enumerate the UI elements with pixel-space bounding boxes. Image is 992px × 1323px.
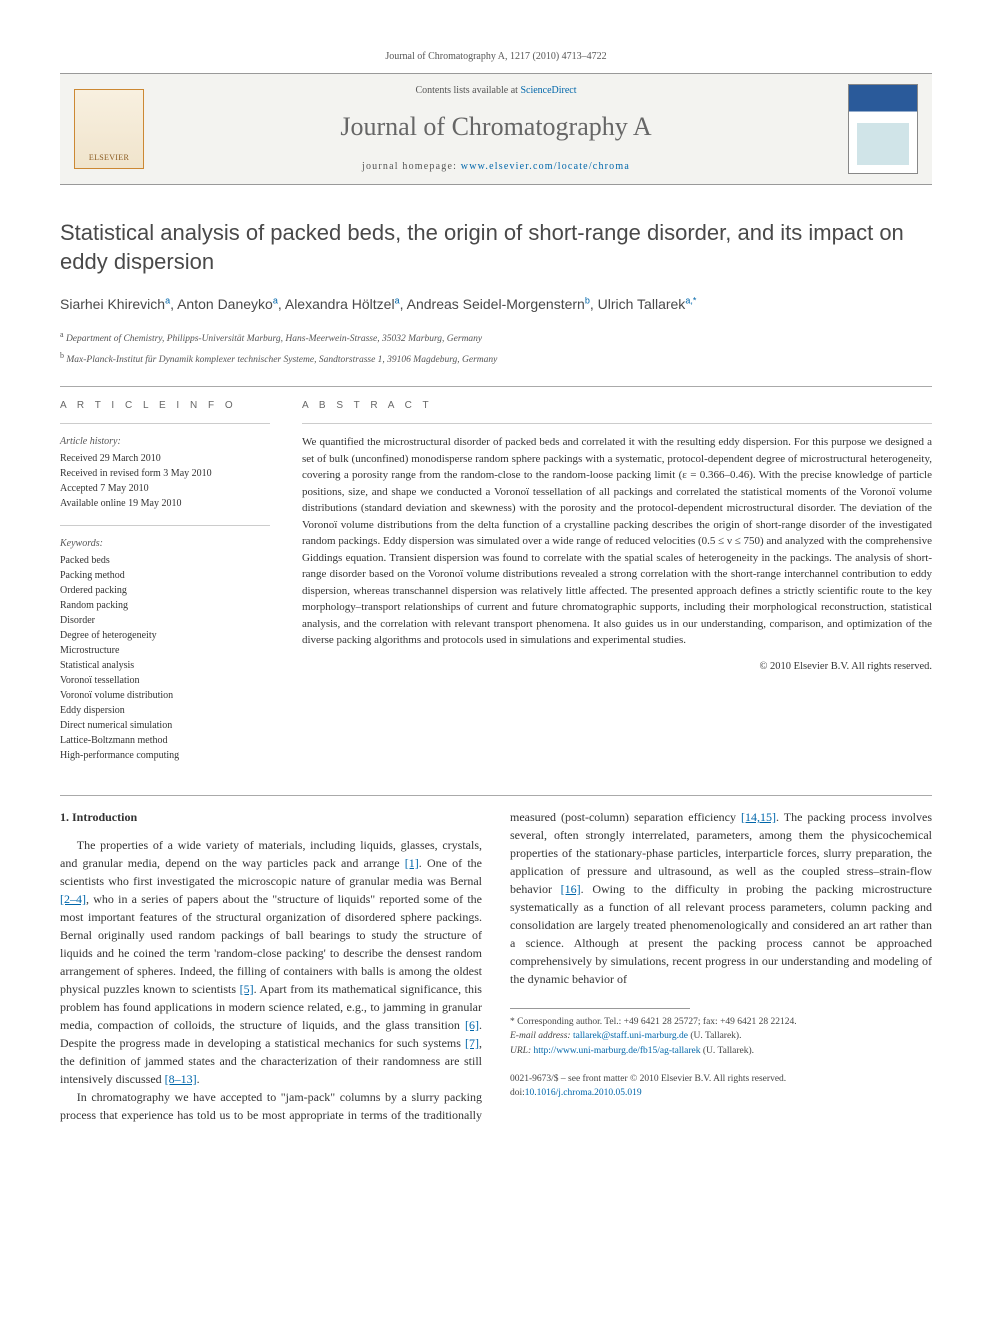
citation-link[interactable]: [8–13] (165, 1072, 197, 1086)
citation-link[interactable]: [16] (561, 882, 581, 896)
affiliation-link[interactable]: a (273, 296, 278, 306)
article-info-column: A R T I C L E I N F O Article history: R… (60, 399, 270, 778)
keyword: Ordered packing (60, 583, 270, 598)
sciencedirect-link[interactable]: ScienceDirect (520, 85, 576, 96)
footnote-separator (510, 1008, 690, 1009)
contents-available-line: Contents lists available at ScienceDirec… (158, 84, 834, 99)
citation-link[interactable]: [1] (405, 856, 419, 870)
affiliation-link[interactable]: a,* (685, 296, 696, 306)
article-history-block: Article history: Received 29 March 2010 … (60, 434, 270, 511)
keywords-label: Keywords: (60, 536, 270, 551)
section-heading: 1. Introduction (60, 808, 482, 826)
author-url-link[interactable]: http://www.uni-marburg.de/fb15/ag-tallar… (534, 1046, 701, 1056)
article-history-label: Article history: (60, 434, 270, 449)
keyword: Eddy dispersion (60, 703, 270, 718)
journal-homepage-link[interactable]: www.elsevier.com/locate/chroma (461, 161, 630, 172)
history-line: Accepted 7 May 2010 (60, 481, 270, 496)
keyword: Packed beds (60, 553, 270, 568)
article-info-heading: A R T I C L E I N F O (60, 399, 270, 414)
keyword: Statistical analysis (60, 658, 270, 673)
keywords-block: Keywords: Packed beds Packing method Ord… (60, 536, 270, 763)
author: Andreas Seidel-Morgensternb (407, 296, 590, 312)
abstract-text: We quantified the microstructural disord… (302, 434, 932, 649)
abstract-copyright: © 2010 Elsevier B.V. All rights reserved… (302, 659, 932, 674)
doi-link[interactable]: 10.1016/j.chroma.2010.05.019 (525, 1088, 642, 1098)
front-matter-meta: 0021-9673/$ – see front matter © 2010 El… (510, 1072, 932, 1101)
homepage-prefix: journal homepage: (362, 161, 461, 172)
keyword: Random packing (60, 598, 270, 613)
contents-prefix: Contents lists available at (415, 85, 520, 96)
citation-link[interactable]: [5] (240, 982, 254, 996)
author: Ulrich Tallareka,* (598, 296, 697, 312)
divider (60, 386, 932, 387)
abstract-heading: A B S T R A C T (302, 399, 932, 414)
history-line: Available online 19 May 2010 (60, 496, 270, 511)
citation-link[interactable]: [7] (465, 1036, 479, 1050)
keyword: Microstructure (60, 643, 270, 658)
divider (60, 423, 270, 424)
keyword: Voronoï volume distribution (60, 688, 270, 703)
author-list: Siarhei Khirevicha, Anton Daneykoa, Alex… (60, 294, 932, 314)
info-abstract-row: A R T I C L E I N F O Article history: R… (60, 399, 932, 778)
keyword: Lattice-Boltzmann method (60, 733, 270, 748)
affiliation-link[interactable]: a (165, 296, 170, 306)
body-paragraph: The properties of a wide variety of mate… (60, 836, 482, 1088)
publisher-logo: ELSEVIER (74, 89, 144, 169)
abstract-column: A B S T R A C T We quantified the micros… (302, 399, 932, 778)
masthead-center: Contents lists available at ScienceDirec… (158, 84, 834, 175)
citation-link[interactable]: [2–4] (60, 892, 86, 906)
keyword: High-performance computing (60, 748, 270, 763)
affiliation: b Max-Planck-Institut für Dynamik komple… (60, 350, 932, 368)
corresponding-author-note: * Corresponding author. Tel.: +49 6421 2… (510, 1015, 932, 1029)
divider (60, 795, 932, 796)
footnote-block: * Corresponding author. Tel.: +49 6421 2… (510, 1008, 932, 1100)
history-line: Received in revised form 3 May 2010 (60, 466, 270, 481)
citation-link[interactable]: [14,15] (741, 810, 776, 824)
keyword: Degree of heterogeneity (60, 628, 270, 643)
citation-link[interactable]: [6] (465, 1018, 479, 1032)
affiliation-link[interactable]: b (585, 296, 590, 306)
issn-copyright-line: 0021-9673/$ – see front matter © 2010 El… (510, 1072, 932, 1086)
author-email-link[interactable]: tallarek@staff.uni-marburg.de (573, 1031, 688, 1041)
keyword: Disorder (60, 613, 270, 628)
journal-name: Journal of Chromatography A (158, 108, 834, 146)
author: Alexandra Höltzela (285, 296, 400, 312)
affiliation-link[interactable]: a (395, 296, 400, 306)
running-head: Journal of Chromatography A, 1217 (2010)… (60, 50, 932, 65)
body-two-column: 1. Introduction The properties of a wide… (60, 808, 932, 1124)
journal-cover-thumbnail (848, 84, 918, 174)
affiliation: a Department of Chemistry, Philipps-Univ… (60, 329, 932, 347)
divider (302, 423, 932, 424)
keyword: Direct numerical simulation (60, 718, 270, 733)
author: Siarhei Khirevicha (60, 296, 170, 312)
keyword: Packing method (60, 568, 270, 583)
keyword: Voronoï tessellation (60, 673, 270, 688)
url-line: URL: http://www.uni-marburg.de/fb15/ag-t… (510, 1044, 932, 1058)
author: Anton Daneykoa (177, 296, 278, 312)
masthead: ELSEVIER Contents lists available at Sci… (60, 73, 932, 186)
history-line: Received 29 March 2010 (60, 451, 270, 466)
page: Journal of Chromatography A, 1217 (2010)… (0, 0, 992, 1164)
divider (60, 525, 270, 526)
article-title: Statistical analysis of packed beds, the… (60, 219, 932, 276)
email-line: E-mail address: tallarek@staff.uni-marbu… (510, 1029, 932, 1043)
doi-line: doi:10.1016/j.chroma.2010.05.019 (510, 1086, 932, 1100)
journal-homepage-line: journal homepage: www.elsevier.com/locat… (158, 160, 834, 175)
